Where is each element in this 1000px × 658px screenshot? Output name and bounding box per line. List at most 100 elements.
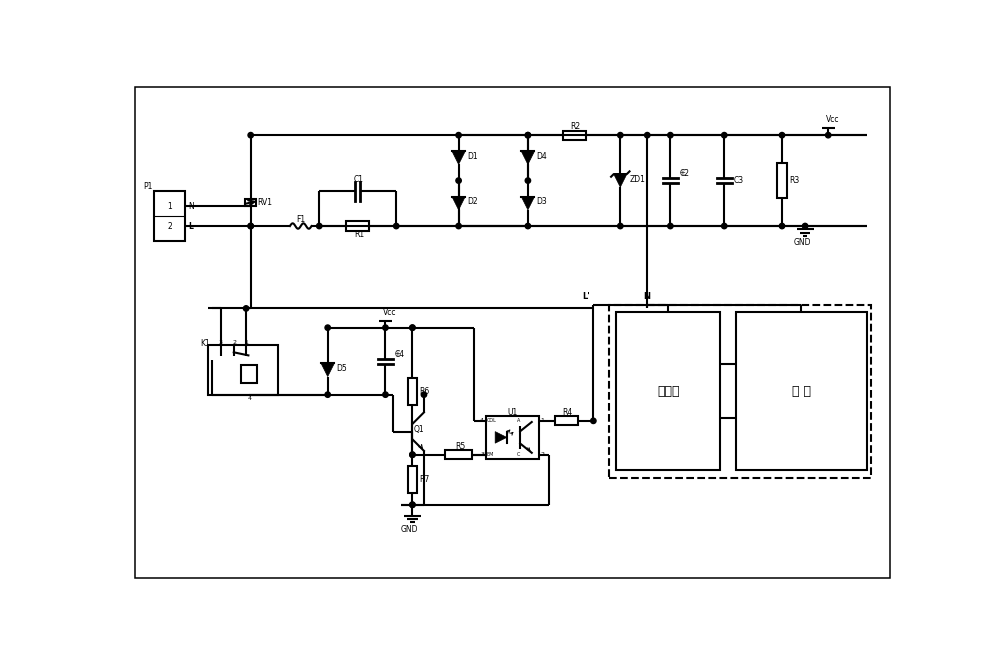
- Text: 4: 4: [248, 396, 252, 401]
- Text: Vcc: Vcc: [383, 308, 397, 316]
- Circle shape: [243, 306, 249, 311]
- Text: R4: R4: [563, 408, 573, 417]
- Polygon shape: [452, 197, 465, 210]
- Text: R5: R5: [455, 442, 465, 451]
- Text: 2: 2: [540, 452, 544, 457]
- Text: U1: U1: [507, 408, 518, 417]
- Bar: [609, 305, 871, 478]
- Text: GND: GND: [401, 525, 418, 534]
- Text: C4: C4: [395, 350, 405, 359]
- Circle shape: [394, 223, 399, 229]
- Text: R1: R1: [354, 230, 364, 239]
- Circle shape: [802, 223, 808, 229]
- Text: Q1: Q1: [414, 425, 425, 434]
- Circle shape: [410, 452, 415, 457]
- Circle shape: [410, 452, 415, 457]
- Bar: [408, 467, 417, 494]
- Bar: [408, 378, 417, 405]
- Text: R6: R6: [419, 387, 430, 395]
- Text: F1: F1: [296, 215, 305, 224]
- Text: D3: D3: [536, 197, 547, 206]
- Circle shape: [248, 223, 253, 229]
- Circle shape: [456, 132, 461, 138]
- Circle shape: [525, 132, 531, 138]
- Circle shape: [525, 223, 531, 229]
- Text: D4: D4: [536, 152, 547, 161]
- Circle shape: [618, 132, 623, 138]
- Text: +: +: [394, 351, 400, 357]
- Text: D2: D2: [467, 197, 478, 206]
- Bar: [555, 417, 578, 426]
- Bar: [736, 313, 867, 470]
- Text: GND: GND: [794, 238, 811, 247]
- Circle shape: [410, 502, 415, 507]
- Circle shape: [779, 132, 785, 138]
- Text: C2: C2: [680, 169, 690, 178]
- Circle shape: [645, 132, 650, 138]
- Text: 1: 1: [167, 201, 172, 211]
- Polygon shape: [521, 151, 534, 164]
- Text: +: +: [679, 170, 685, 176]
- Circle shape: [668, 132, 673, 138]
- Text: K1: K1: [201, 339, 210, 347]
- Text: ZD1: ZD1: [630, 174, 645, 184]
- Bar: [346, 221, 369, 231]
- Text: RV1: RV1: [258, 198, 273, 207]
- Text: Vcc: Vcc: [826, 114, 839, 124]
- Bar: [241, 365, 257, 383]
- Circle shape: [618, 223, 623, 229]
- Circle shape: [421, 392, 427, 397]
- Bar: [777, 163, 787, 198]
- Text: 3: 3: [218, 340, 222, 345]
- Text: D5: D5: [336, 364, 347, 373]
- Text: R3: R3: [789, 176, 799, 185]
- Bar: [616, 313, 720, 470]
- Text: L': L': [582, 292, 590, 301]
- Circle shape: [826, 132, 831, 138]
- Text: 充电器: 充电器: [657, 385, 680, 397]
- Circle shape: [410, 325, 415, 330]
- Text: P1: P1: [143, 182, 152, 191]
- Circle shape: [325, 325, 330, 330]
- Text: 3: 3: [480, 452, 484, 457]
- Circle shape: [525, 178, 531, 184]
- Circle shape: [722, 132, 727, 138]
- Bar: [445, 450, 472, 459]
- Text: 1: 1: [245, 340, 248, 345]
- Circle shape: [317, 223, 322, 229]
- Circle shape: [779, 223, 785, 229]
- Bar: [563, 130, 586, 139]
- Circle shape: [248, 132, 253, 138]
- Bar: [245, 199, 256, 206]
- Circle shape: [668, 223, 673, 229]
- Circle shape: [456, 223, 461, 229]
- Circle shape: [722, 223, 727, 229]
- Text: D1: D1: [467, 152, 478, 161]
- Text: A: A: [517, 418, 520, 423]
- Bar: [154, 191, 185, 241]
- Text: 2: 2: [232, 340, 236, 345]
- Text: C3: C3: [733, 176, 744, 185]
- Circle shape: [248, 223, 253, 229]
- Circle shape: [325, 392, 330, 397]
- Bar: [486, 417, 539, 459]
- Circle shape: [525, 132, 531, 138]
- Text: R2: R2: [570, 122, 580, 131]
- Circle shape: [383, 392, 388, 397]
- Text: C: C: [517, 452, 520, 457]
- Text: EM: EM: [487, 452, 494, 457]
- Circle shape: [410, 325, 415, 330]
- Polygon shape: [521, 197, 534, 210]
- Text: 2: 2: [167, 222, 172, 230]
- Polygon shape: [495, 432, 507, 443]
- Polygon shape: [614, 174, 627, 187]
- Text: N: N: [188, 201, 194, 211]
- Text: COL: COL: [487, 418, 497, 423]
- Text: 4: 4: [480, 418, 484, 423]
- Circle shape: [591, 418, 596, 424]
- Circle shape: [383, 325, 388, 330]
- Bar: [208, 345, 278, 395]
- Circle shape: [410, 502, 415, 507]
- Text: R7: R7: [419, 475, 430, 484]
- Polygon shape: [452, 151, 465, 164]
